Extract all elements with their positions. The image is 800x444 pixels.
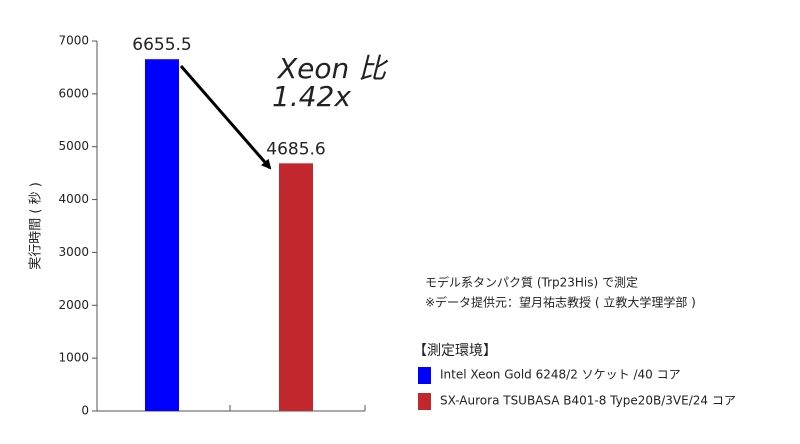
data-label: 4685.6 xyxy=(266,139,325,159)
y-tick-label: 7000 xyxy=(58,34,89,48)
annotation: Xeon 比 xyxy=(276,52,389,85)
annotation: 1.42x xyxy=(272,80,351,113)
note: ※データ提供元：望月祐志教授 ( 立教大学理学部 ) xyxy=(425,295,696,310)
legend-swatch xyxy=(418,393,431,410)
y-tick-label: 4000 xyxy=(58,192,89,206)
note: モデル系タンパク質 (Trp23His) で測定 xyxy=(425,275,638,290)
y-tick-label: 5000 xyxy=(58,139,89,153)
data-label: 6655.5 xyxy=(132,35,191,55)
legend-swatch xyxy=(418,367,431,384)
legend-label: Intel Xeon Gold 6248/2 ソケット /40 コア xyxy=(440,368,681,382)
y-tick-label: 0 xyxy=(81,404,89,418)
y-tick-label: 1000 xyxy=(58,351,89,365)
bar xyxy=(145,59,179,411)
legend-label: SX-Aurora TSUBASA B401-8 Type20B/3VE/24 … xyxy=(440,394,736,408)
arrow xyxy=(179,65,272,170)
y-tick-label: 3000 xyxy=(58,245,89,259)
bar xyxy=(279,163,313,411)
y-axis-label: 実行時間 ( 秒 ) xyxy=(28,182,44,270)
y-tick-label: 2000 xyxy=(58,298,89,312)
y-tick-label: 6000 xyxy=(58,86,89,100)
legend-title: 【測定環境】 xyxy=(413,343,497,359)
